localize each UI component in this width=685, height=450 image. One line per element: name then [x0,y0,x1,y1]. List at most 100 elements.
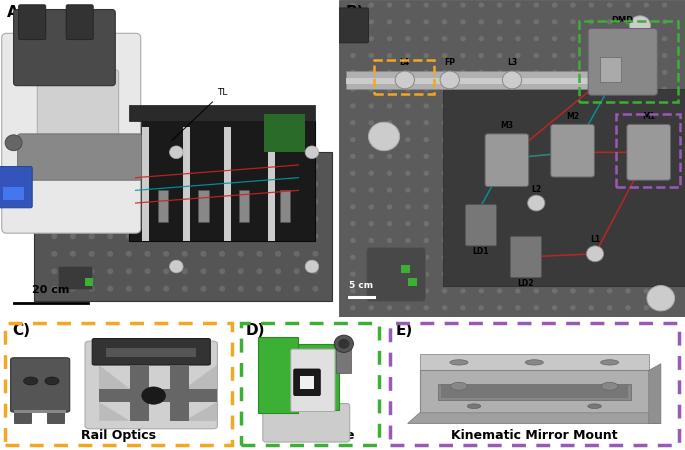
Circle shape [351,256,355,259]
Circle shape [662,3,667,7]
Circle shape [220,234,225,238]
FancyBboxPatch shape [291,349,335,411]
Circle shape [388,87,392,91]
Circle shape [127,269,132,274]
Circle shape [71,269,75,274]
Circle shape [71,234,75,238]
Ellipse shape [451,382,467,390]
Circle shape [127,164,132,169]
Circle shape [516,20,520,24]
Circle shape [553,121,557,125]
Circle shape [351,188,355,192]
FancyBboxPatch shape [627,124,671,180]
Circle shape [608,171,612,175]
Circle shape [238,234,243,238]
Text: Rail Optics: Rail Optics [81,429,155,442]
Circle shape [351,222,355,225]
Circle shape [516,222,520,225]
Circle shape [534,37,538,40]
Circle shape [461,154,465,158]
Circle shape [571,138,575,141]
Circle shape [351,205,355,209]
Circle shape [662,238,667,243]
Circle shape [145,287,150,291]
Circle shape [571,205,575,209]
Circle shape [571,104,575,108]
Circle shape [662,54,667,58]
Circle shape [182,164,187,169]
Circle shape [238,164,243,169]
Circle shape [608,71,612,74]
Circle shape [553,71,557,74]
Circle shape [461,20,465,24]
Circle shape [89,217,94,221]
Circle shape [534,256,538,259]
Circle shape [534,54,538,58]
Circle shape [479,188,484,192]
Circle shape [406,37,410,40]
Circle shape [369,71,373,74]
Circle shape [443,171,447,175]
Circle shape [406,121,410,125]
Circle shape [534,71,538,74]
Circle shape [424,289,428,293]
Circle shape [553,3,557,7]
Circle shape [164,182,169,186]
Text: L4: L4 [400,58,410,67]
Circle shape [351,238,355,243]
FancyBboxPatch shape [14,9,115,86]
Circle shape [351,71,355,74]
Circle shape [497,121,501,125]
Circle shape [306,260,319,273]
Circle shape [369,3,373,7]
Circle shape [479,222,484,225]
FancyBboxPatch shape [485,134,529,187]
Circle shape [589,238,593,243]
Circle shape [443,272,447,276]
Circle shape [182,234,187,238]
Circle shape [571,54,575,58]
Circle shape [406,256,410,259]
Circle shape [443,205,447,209]
Circle shape [553,104,557,108]
Circle shape [626,54,630,58]
Circle shape [45,377,59,385]
Bar [268,127,275,241]
Circle shape [479,306,484,310]
Circle shape [257,164,262,169]
Circle shape [313,164,318,169]
Circle shape [589,188,593,192]
Circle shape [497,171,501,175]
Circle shape [662,37,667,40]
Circle shape [388,272,392,276]
Bar [441,385,627,398]
Circle shape [424,222,428,225]
Ellipse shape [142,387,165,404]
Circle shape [369,122,399,151]
Circle shape [238,269,243,274]
Circle shape [388,306,392,310]
Circle shape [443,256,447,259]
Circle shape [589,222,593,225]
Circle shape [527,195,545,211]
Circle shape [589,71,593,74]
Circle shape [479,104,484,108]
Circle shape [406,154,410,158]
Circle shape [275,287,280,291]
Text: 20 cm: 20 cm [32,285,70,295]
Circle shape [497,205,501,209]
Circle shape [553,54,557,58]
Circle shape [626,188,630,192]
Circle shape [388,20,392,24]
Circle shape [534,205,538,209]
Circle shape [461,205,465,209]
Circle shape [108,217,112,221]
Circle shape [534,138,538,141]
Circle shape [406,272,410,276]
Circle shape [395,71,414,89]
Circle shape [534,20,538,24]
Circle shape [516,256,520,259]
Circle shape [443,3,447,7]
Circle shape [644,289,648,293]
Circle shape [295,252,299,256]
